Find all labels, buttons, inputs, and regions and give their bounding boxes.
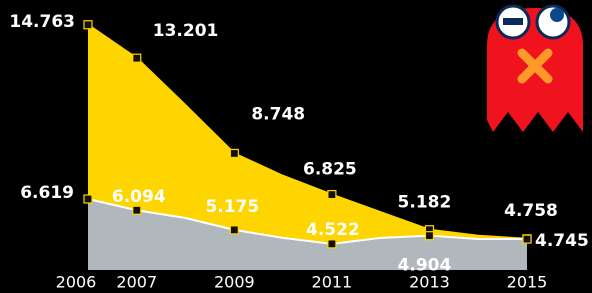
data-label: 6.094 [112, 187, 166, 207]
data-label: 14.763 [9, 12, 75, 32]
x-tick-label: 2006 [56, 273, 97, 292]
point-marker [328, 240, 336, 248]
ghost-icon [487, 6, 583, 132]
data-label: 8.748 [251, 104, 305, 124]
point-marker [84, 195, 92, 203]
point-marker [523, 235, 531, 243]
data-label: 5.182 [398, 193, 452, 213]
data-label: 4.522 [306, 220, 360, 240]
x-tick-label: 2011 [312, 273, 353, 292]
x-tick-label: 2009 [214, 273, 255, 292]
x-tick-label: 2013 [409, 273, 450, 292]
data-label: 13.201 [153, 21, 219, 41]
point-marker [133, 206, 141, 214]
point-marker [230, 226, 238, 234]
data-label: 6.825 [303, 160, 357, 180]
data-label: 4.758 [504, 201, 558, 221]
x-tick-label: 2015 [507, 273, 548, 292]
point-marker [425, 232, 433, 240]
point-marker [328, 191, 336, 199]
chart: 14.763 13.201 8.748 6.825 5.182 4.758 6.619 6.0… [0, 0, 592, 293]
point-marker [84, 21, 92, 29]
data-label: 5.175 [205, 197, 259, 217]
point-marker [133, 54, 141, 62]
x-tick-label: 2007 [116, 273, 157, 292]
point-marker [230, 149, 238, 157]
data-label: 6.619 [20, 183, 74, 203]
data-label: 4.745 [535, 231, 589, 251]
